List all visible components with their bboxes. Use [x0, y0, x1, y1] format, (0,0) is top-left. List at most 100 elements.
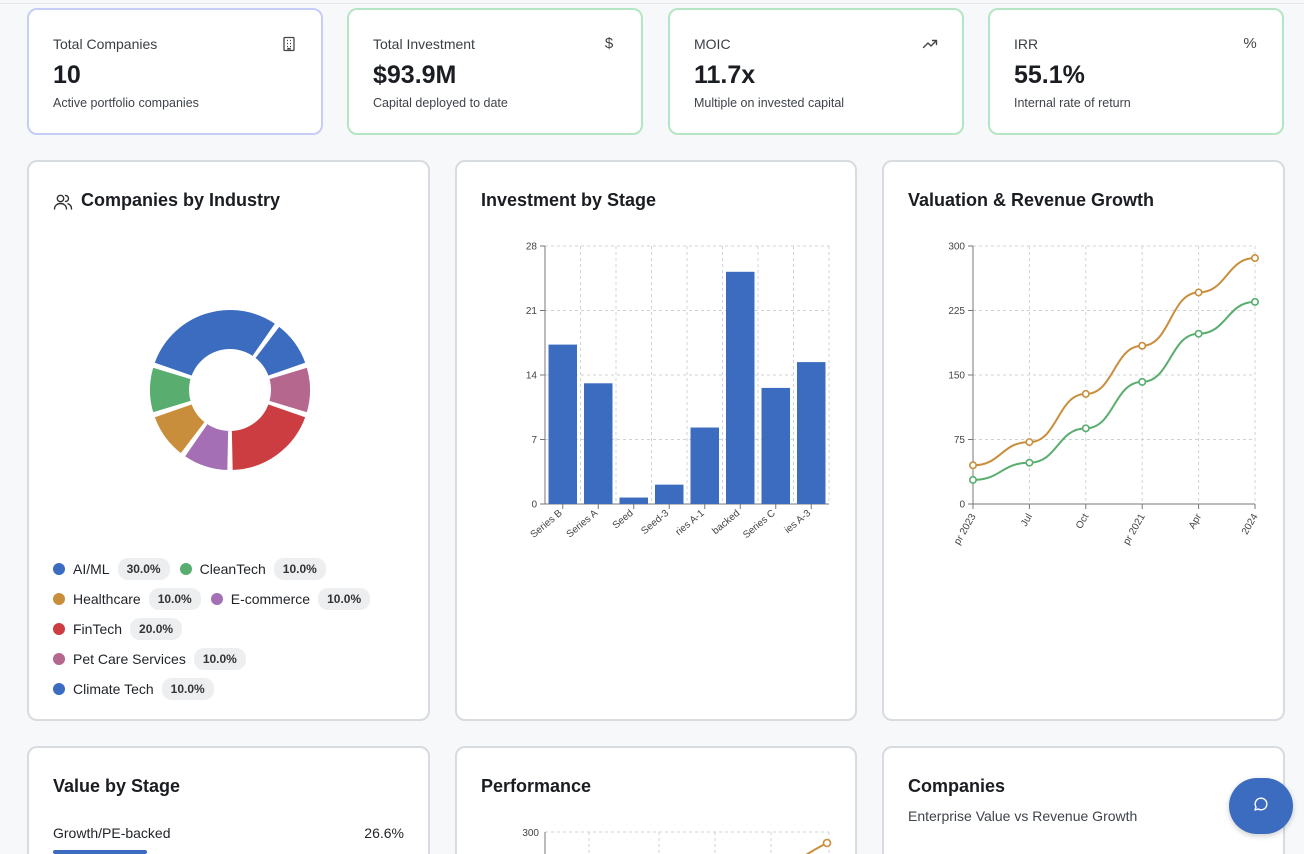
legend-item: Climate Tech 10.0%	[53, 678, 214, 700]
stat-title: IRR	[1014, 36, 1039, 52]
card-title: Companies by Industry	[81, 190, 281, 210]
stat-subtitle: Multiple on invested capital	[694, 96, 845, 110]
stage-card: Investment by Stage 0 7 14 21 28 Series B Seri…	[455, 160, 857, 721]
top-border	[0, 0, 1304, 4]
bar	[584, 383, 613, 504]
stat-value: $93.9M	[373, 61, 457, 89]
card-title: Companies	[908, 776, 1006, 796]
y-tick-label: 0	[959, 500, 965, 511]
donut-slice	[252, 324, 308, 379]
x-tick-label: backed	[710, 508, 742, 537]
stat-card-moic: MOIC 11.7x Multiple on invested capital	[668, 8, 964, 135]
growth-card: Valuation & Revenue Growth 0 75 150 225 300 p…	[882, 160, 1285, 721]
y-tick-label: 28	[526, 242, 538, 253]
stat-value: 10	[53, 61, 81, 89]
card-title: Valuation & Revenue Growth	[908, 190, 1155, 210]
card-title: Investment by Stage	[481, 190, 657, 210]
chat-bubble-icon	[1253, 796, 1269, 817]
x-tick-label: 2024	[1240, 512, 1261, 537]
data-point	[1081, 389, 1090, 398]
legend-dot	[53, 683, 65, 695]
donut-slice	[152, 308, 278, 379]
users-icon	[53, 192, 73, 217]
legend-dot	[210, 593, 223, 605]
x-tick-label: Oct	[1074, 512, 1091, 531]
legend-dot	[179, 563, 192, 575]
series-line	[972, 257, 1256, 467]
building-icon	[281, 36, 297, 52]
x-tick-label: ries A-1	[674, 508, 707, 538]
stat-card-total-companies: Total Companies 10 Active portfolio comp…	[27, 8, 323, 135]
y-tick-label: 150	[948, 371, 965, 382]
donut-slice	[152, 401, 208, 456]
legend-pct-badge: 10.0%	[273, 558, 326, 580]
y-tick-label: 14	[526, 371, 538, 382]
x-tick-label: Jul	[1019, 512, 1035, 529]
industry-card: Companies by Industry AI/ML 30.0% CleanT…	[27, 160, 430, 721]
stage-label: Growth/PE-backed	[53, 825, 171, 841]
legend-item: Pet Care Services 10.0%	[53, 648, 246, 670]
data-point	[1025, 458, 1034, 467]
stat-title: Total Investment	[373, 36, 475, 52]
legend-dot	[53, 593, 65, 605]
data-point	[1250, 297, 1259, 306]
bar	[655, 484, 684, 504]
bar	[619, 497, 648, 504]
chat-button[interactable]	[1229, 778, 1293, 834]
companies-card: Companies Enterprise Value vs Revenue Gr…	[882, 746, 1285, 854]
data-point	[1250, 254, 1259, 263]
stat-title: MOIC	[694, 36, 731, 52]
legend-pct-badge: 10.0%	[193, 648, 246, 670]
card-subtitle: Enterprise Value vs Revenue Growth	[908, 808, 1138, 824]
valuation-growth-chart: 0 75 150 225 300 pr 2023 Jul Oct pr 2021 Apr 2024	[948, 242, 1261, 547]
y-tick-label: 0	[531, 500, 537, 511]
x-tick-label: Series A	[565, 508, 601, 541]
stat-value: 55.1%	[1014, 61, 1085, 89]
legend-pct-badge: 10.0%	[161, 678, 214, 700]
dollar-icon: $	[604, 35, 614, 52]
donut-slice	[148, 365, 193, 415]
data-point	[969, 475, 978, 484]
stat-card-total-investment: Total Investment $ $93.9M Capital deploy…	[347, 8, 643, 135]
data-point	[1138, 341, 1147, 350]
x-tick-label: ies A-3	[783, 508, 814, 536]
performance-chart: 300	[522, 828, 832, 854]
stat-title: Total Companies	[53, 36, 158, 52]
industry-legend: AI/ML 30.0% CleanTech 10.0% Healthcare 1…	[53, 554, 423, 704]
bar	[797, 362, 826, 504]
stage-progress-bar	[53, 850, 148, 854]
card-title: Value by Stage	[53, 776, 181, 796]
legend-dot	[53, 653, 65, 665]
x-tick-label: Seed	[611, 508, 636, 531]
y-tick-label: 300	[948, 242, 965, 253]
x-tick-label: Series B	[529, 508, 565, 541]
data-point	[822, 838, 832, 848]
donut-slice	[267, 365, 312, 415]
legend-dot	[53, 563, 65, 575]
donut-slice	[229, 401, 308, 473]
stat-subtitle: Active portfolio companies	[53, 96, 199, 110]
legend-item: Healthcare 10.0%	[53, 588, 201, 610]
legend-item: FinTech 20.0%	[53, 618, 183, 640]
legend-label: FinTech	[73, 621, 123, 637]
legend-item: CleanTech 10.0%	[179, 558, 326, 580]
industry-donut-chart	[148, 308, 312, 473]
legend-pct-badge: 10.0%	[318, 588, 371, 610]
data-point	[969, 461, 978, 470]
legend-dot	[53, 623, 65, 635]
x-tick-label: Series C	[741, 508, 777, 541]
legend-pct-badge: 10.0%	[148, 588, 201, 610]
y-tick-label: 75	[954, 435, 966, 446]
data-point	[1081, 424, 1090, 433]
legend-label: AI/ML	[73, 561, 110, 577]
x-tick-label: pr 2023	[952, 512, 979, 547]
performance-card: Performance 300	[455, 746, 857, 854]
legend-item: AI/ML 30.0%	[53, 558, 170, 580]
bar	[690, 427, 719, 504]
stage-percent: 26.6%	[364, 825, 404, 841]
y-tick-label: 21	[526, 306, 538, 317]
legend-label: Pet Care Services	[73, 651, 186, 667]
investment-by-stage-chart: 0 7 14 21 28 Series B Series A Seed Seed-3 ries A…	[526, 242, 830, 541]
legend-label: Climate Tech	[73, 681, 154, 697]
data-point	[1194, 288, 1203, 297]
